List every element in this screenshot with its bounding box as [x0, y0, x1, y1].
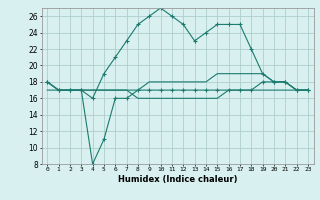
X-axis label: Humidex (Indice chaleur): Humidex (Indice chaleur) [118, 175, 237, 184]
